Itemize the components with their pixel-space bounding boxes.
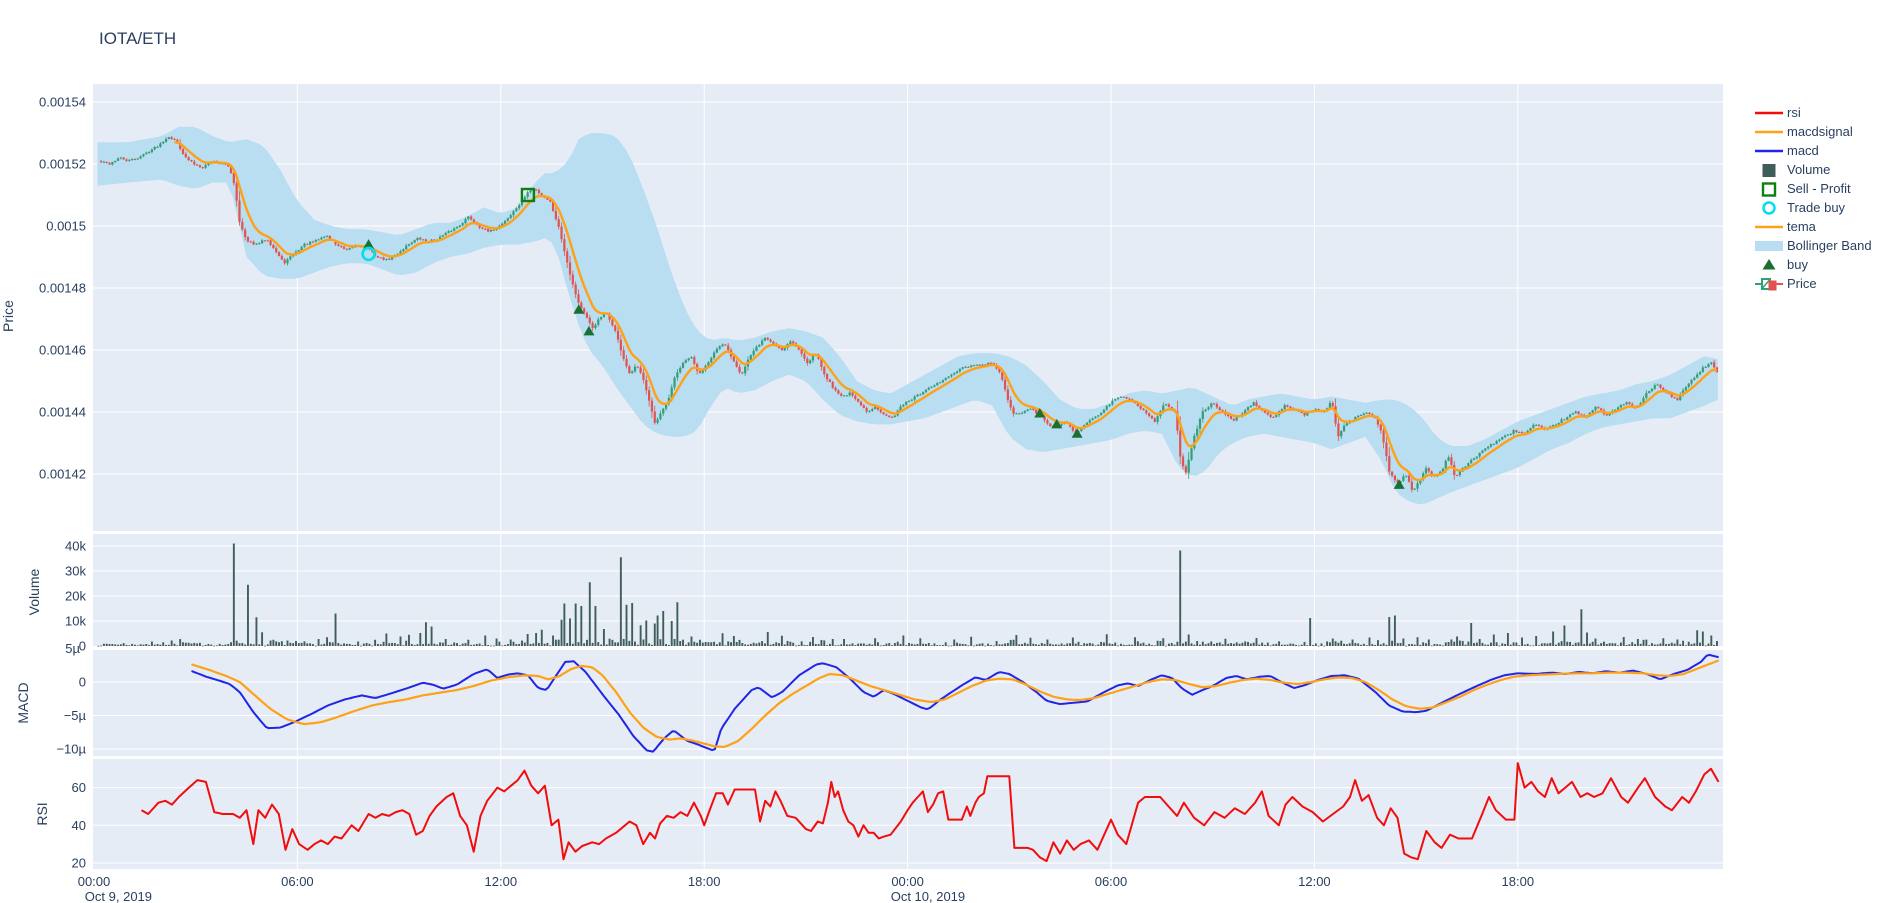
x-tick: 18:00 [1502,874,1535,889]
legend-item-tema[interactable]: tema [1753,217,1890,236]
legend-item-label: buy [1787,257,1808,272]
x-tick: 06:00 [281,874,314,889]
legend-item-bollinger-band[interactable]: Bollinger Band [1753,236,1890,255]
legend-item-trade-buy[interactable]: Trade buy [1753,198,1890,217]
line-swatch-icon [1755,225,1783,228]
legend-item-buy[interactable]: buy [1753,255,1890,274]
x-tick: 12:00 [1298,874,1331,889]
volume-tick: 20k [65,589,86,604]
legend-item-volume[interactable]: Volume [1753,160,1890,179]
line-swatch-icon [1755,149,1783,152]
x-date-label: Oct 10, 2019 [891,889,965,903]
line-swatch-icon [1755,130,1783,133]
legend: rsi macdsignal macd Volume Sell - Profit Trad… [1753,103,1890,293]
legend-item-rsi[interactable]: rsi [1753,103,1890,122]
legend-item-label: tema [1787,219,1816,234]
price-tick: 0.00144 [39,405,86,420]
line-swatch-icon [1755,111,1783,114]
macd-tick: 0 [79,675,86,690]
candle-swatch-icon [1755,277,1783,290]
band-swatch-icon [1755,240,1783,251]
legend-item-label: macd [1787,143,1819,158]
price-tick: 0.00152 [39,157,86,172]
rsi-tick: 40 [72,818,86,833]
rsi-tick: 20 [72,856,86,871]
price-tick: 0.00146 [39,343,86,358]
legend-item-label: Volume [1787,162,1831,177]
legend-item-sell-profit[interactable]: Sell - Profit [1753,179,1890,198]
macd-tick: −5µ [64,708,87,723]
price-tick: 0.00148 [39,281,86,296]
chart-title: IOTA/ETH [99,29,176,48]
macd-tick: 5µ [65,641,80,656]
x-tick: 00:00 [891,874,924,889]
legend-item-label: rsi [1787,105,1801,120]
open-square-swatch-icon [1761,181,1777,197]
volume-tick: 10k [65,614,86,629]
price-axis-title: Price [0,300,16,332]
open-circle-swatch-icon [1762,200,1776,215]
volume-axis-title: Volume [26,568,42,615]
x-date-label: Oct 9, 2019 [85,889,152,903]
chart-graphics: 0.00154 0.00152 0.0015 0.00148 0.00146 0.0014… [39,84,1723,903]
macd-axis-title: MACD [15,682,31,723]
legend-item-label: Sell - Profit [1787,181,1851,196]
x-tick: 12:00 [485,874,518,889]
price-tick: 0.0015 [46,219,86,234]
volume-tick: 30k [65,564,86,579]
legend-item-label: macdsignal [1787,124,1853,139]
square-swatch-icon [1762,163,1776,177]
legend-item-label: Bollinger Band [1787,238,1872,253]
price-tick: 0.00154 [39,95,86,110]
rsi-axis-title: RSI [34,802,50,825]
legend-item-macd[interactable]: macd [1753,141,1890,160]
triangle-swatch-icon [1762,258,1776,269]
legend-item-macdsignal[interactable]: macdsignal [1753,122,1890,141]
rsi-tick: 60 [72,780,86,795]
x-tick: 18:00 [688,874,721,889]
x-tick: 06:00 [1095,874,1128,889]
legend-item-price[interactable]: Price [1753,274,1890,293]
volume-tick: 40k [65,539,86,554]
legend-item-label: Trade buy [1787,200,1846,215]
volume-tick: 0 [79,639,86,654]
legend-item-label: Price [1787,276,1817,291]
price-tick: 0.00142 [39,467,86,482]
x-tick: 00:00 [78,874,111,889]
macd-tick: −10µ [56,742,86,757]
